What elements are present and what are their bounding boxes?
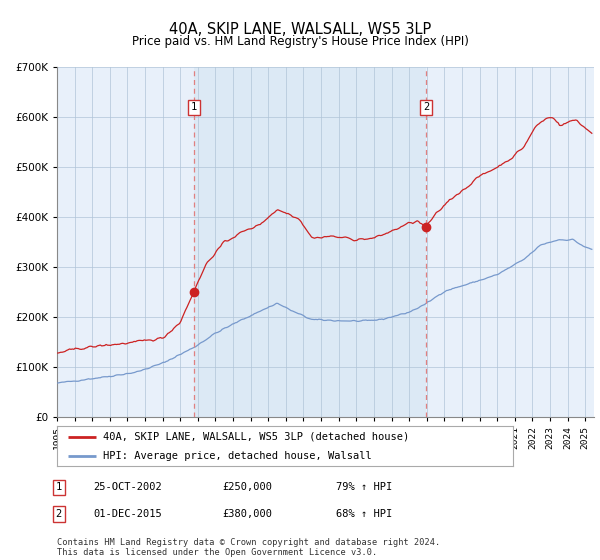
Text: 2: 2 <box>423 102 429 113</box>
Text: 68% ↑ HPI: 68% ↑ HPI <box>336 509 392 519</box>
Text: £380,000: £380,000 <box>222 509 272 519</box>
Text: HPI: Average price, detached house, Walsall: HPI: Average price, detached house, Wals… <box>103 451 371 461</box>
Text: £250,000: £250,000 <box>222 482 272 492</box>
Text: Price paid vs. HM Land Registry's House Price Index (HPI): Price paid vs. HM Land Registry's House … <box>131 35 469 48</box>
Text: 40A, SKIP LANE, WALSALL, WS5 3LP (detached house): 40A, SKIP LANE, WALSALL, WS5 3LP (detach… <box>103 432 409 442</box>
Text: 79% ↑ HPI: 79% ↑ HPI <box>336 482 392 492</box>
Text: 2: 2 <box>56 509 62 519</box>
Bar <box>194 67 426 417</box>
Text: 40A, SKIP LANE, WALSALL, WS5 3LP: 40A, SKIP LANE, WALSALL, WS5 3LP <box>169 22 431 38</box>
Text: Contains HM Land Registry data © Crown copyright and database right 2024.
This d: Contains HM Land Registry data © Crown c… <box>57 538 440 557</box>
Text: 01-DEC-2015: 01-DEC-2015 <box>93 509 162 519</box>
Text: 1: 1 <box>191 102 197 113</box>
Text: 1: 1 <box>56 482 62 492</box>
Text: 25-OCT-2002: 25-OCT-2002 <box>93 482 162 492</box>
